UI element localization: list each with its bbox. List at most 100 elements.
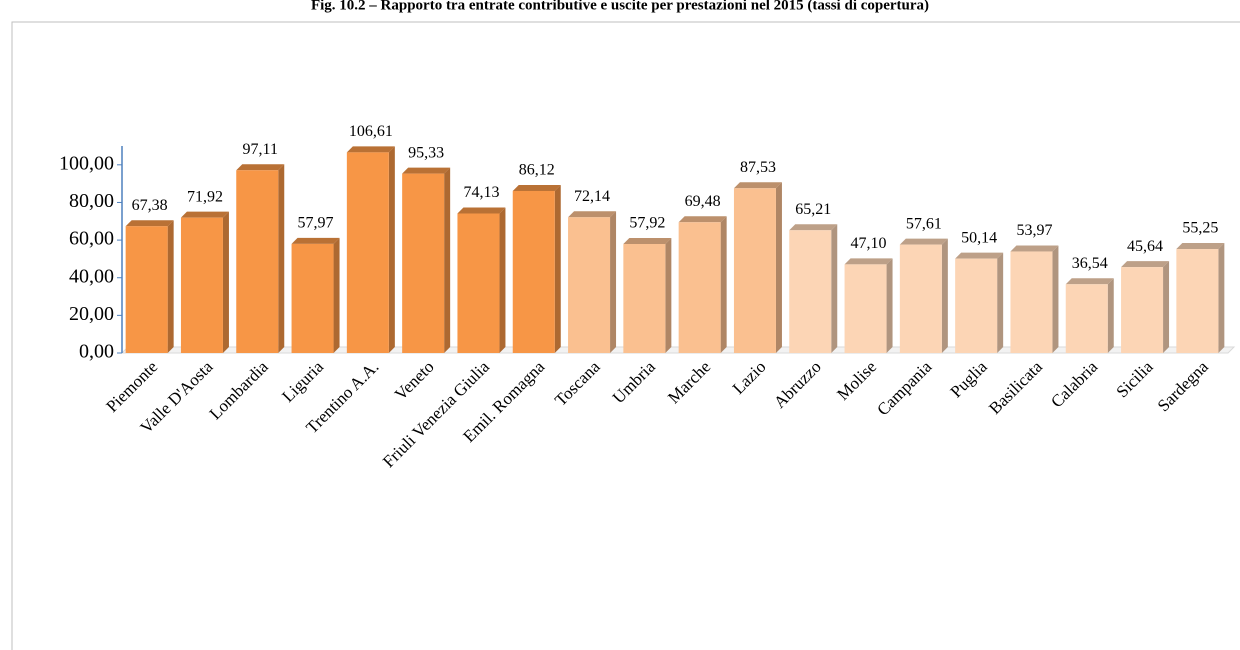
x-tick-label: Friuli Venezia Giulia — [379, 357, 493, 471]
bar-top — [1176, 243, 1225, 250]
bar-side — [610, 211, 617, 353]
y-tick-label: 0,00 — [79, 341, 114, 363]
x-tick-label: Umbria — [609, 357, 659, 407]
bar-top — [1010, 245, 1059, 252]
x-tick-label: Calabria — [1047, 357, 1101, 411]
bar-side — [720, 216, 727, 353]
bar-top — [180, 211, 229, 218]
x-tick-label: Basilicata — [985, 357, 1046, 418]
bar-side — [886, 258, 893, 353]
x-tick-label: Sicilia — [1112, 357, 1156, 401]
bar-side — [1218, 243, 1225, 353]
bar — [512, 190, 555, 353]
y-tick-label: 40,00 — [69, 265, 114, 287]
bar-top — [899, 238, 948, 245]
bar-top — [844, 258, 893, 265]
bar — [291, 243, 334, 353]
x-tick-label: Puglia — [947, 357, 991, 401]
bar-top — [678, 216, 727, 223]
bar — [402, 173, 445, 353]
x-tick-label: Lazio — [729, 357, 770, 398]
bar-side — [167, 220, 174, 353]
bar-side — [1107, 278, 1114, 353]
bar — [1176, 249, 1219, 353]
value-label: 72,14 — [574, 188, 610, 205]
bar — [955, 258, 998, 353]
value-label: 69,48 — [685, 193, 721, 210]
bar — [623, 244, 666, 353]
y-tick-label: 80,00 — [69, 190, 114, 212]
bar — [457, 213, 500, 353]
bar — [236, 170, 279, 353]
bar — [789, 230, 832, 353]
bar-top — [733, 182, 782, 189]
bar-top — [457, 207, 506, 214]
bar-side — [333, 237, 340, 353]
value-label: 106,61 — [349, 123, 393, 140]
x-tick-label: Molise — [833, 357, 880, 404]
bar-top — [568, 211, 617, 218]
y-tick-label: 60,00 — [69, 228, 114, 250]
value-label: 55,25 — [1182, 220, 1218, 237]
value-label: 57,61 — [906, 215, 942, 232]
bar-side — [997, 252, 1004, 353]
value-label: 53,97 — [1016, 222, 1052, 239]
bar-side — [775, 182, 782, 353]
bar — [568, 217, 611, 353]
bar — [1121, 267, 1164, 353]
bar-side — [1163, 261, 1170, 353]
x-tick-label: Abruzzo — [770, 357, 825, 412]
value-label: 57,92 — [629, 215, 665, 232]
y-tick-label: 20,00 — [69, 303, 114, 325]
bar — [180, 217, 223, 353]
x-tick-label: Toscana — [551, 357, 604, 410]
bar-side — [665, 238, 672, 353]
bar-side — [278, 164, 285, 353]
value-label: 87,53 — [740, 159, 776, 176]
x-tick-label: Veneto — [391, 357, 438, 404]
bar — [678, 222, 721, 353]
value-label: 71,92 — [187, 188, 223, 205]
value-label: 45,64 — [1127, 238, 1163, 255]
bar-top — [291, 237, 340, 244]
bar — [1065, 284, 1108, 353]
value-label: 50,14 — [961, 229, 997, 246]
bar — [733, 188, 776, 353]
x-tick-label: Marche — [664, 357, 714, 407]
y-tick-label: 100,00 — [59, 152, 114, 174]
bar — [346, 152, 389, 353]
bar — [899, 244, 942, 353]
bar-top — [1121, 261, 1170, 268]
value-label: 57,97 — [298, 215, 334, 232]
bar — [1010, 251, 1053, 353]
value-label: 47,10 — [851, 235, 887, 252]
x-tick-label: Lombardia — [206, 357, 272, 423]
bar-top — [236, 164, 285, 171]
bar-side — [222, 211, 229, 353]
chart-title: Fig. 10.2 – Rapporto tra entrate contrib… — [311, 0, 929, 13]
bar — [125, 226, 168, 353]
bar-top — [1065, 278, 1114, 285]
bar-top — [402, 167, 451, 174]
bar-side — [941, 238, 948, 353]
x-tick-label: Campania — [873, 357, 935, 419]
bar-side — [444, 167, 451, 353]
value-label: 74,13 — [463, 184, 499, 201]
bar-top — [789, 224, 838, 231]
x-tick-label: Sardegna — [1154, 357, 1212, 415]
bar-top — [346, 146, 395, 153]
value-label: 36,54 — [1072, 255, 1108, 272]
bar-side — [1052, 245, 1059, 353]
chart-frame — [11, 21, 1240, 650]
value-label: 86,12 — [519, 162, 555, 179]
bar-top — [623, 238, 672, 245]
bar-side — [388, 146, 395, 353]
value-label: 97,11 — [243, 141, 278, 158]
bar-side — [554, 184, 561, 353]
bar — [844, 264, 887, 353]
value-label: 65,21 — [795, 201, 831, 218]
value-label: 67,38 — [132, 197, 168, 214]
bar-top — [125, 220, 174, 227]
